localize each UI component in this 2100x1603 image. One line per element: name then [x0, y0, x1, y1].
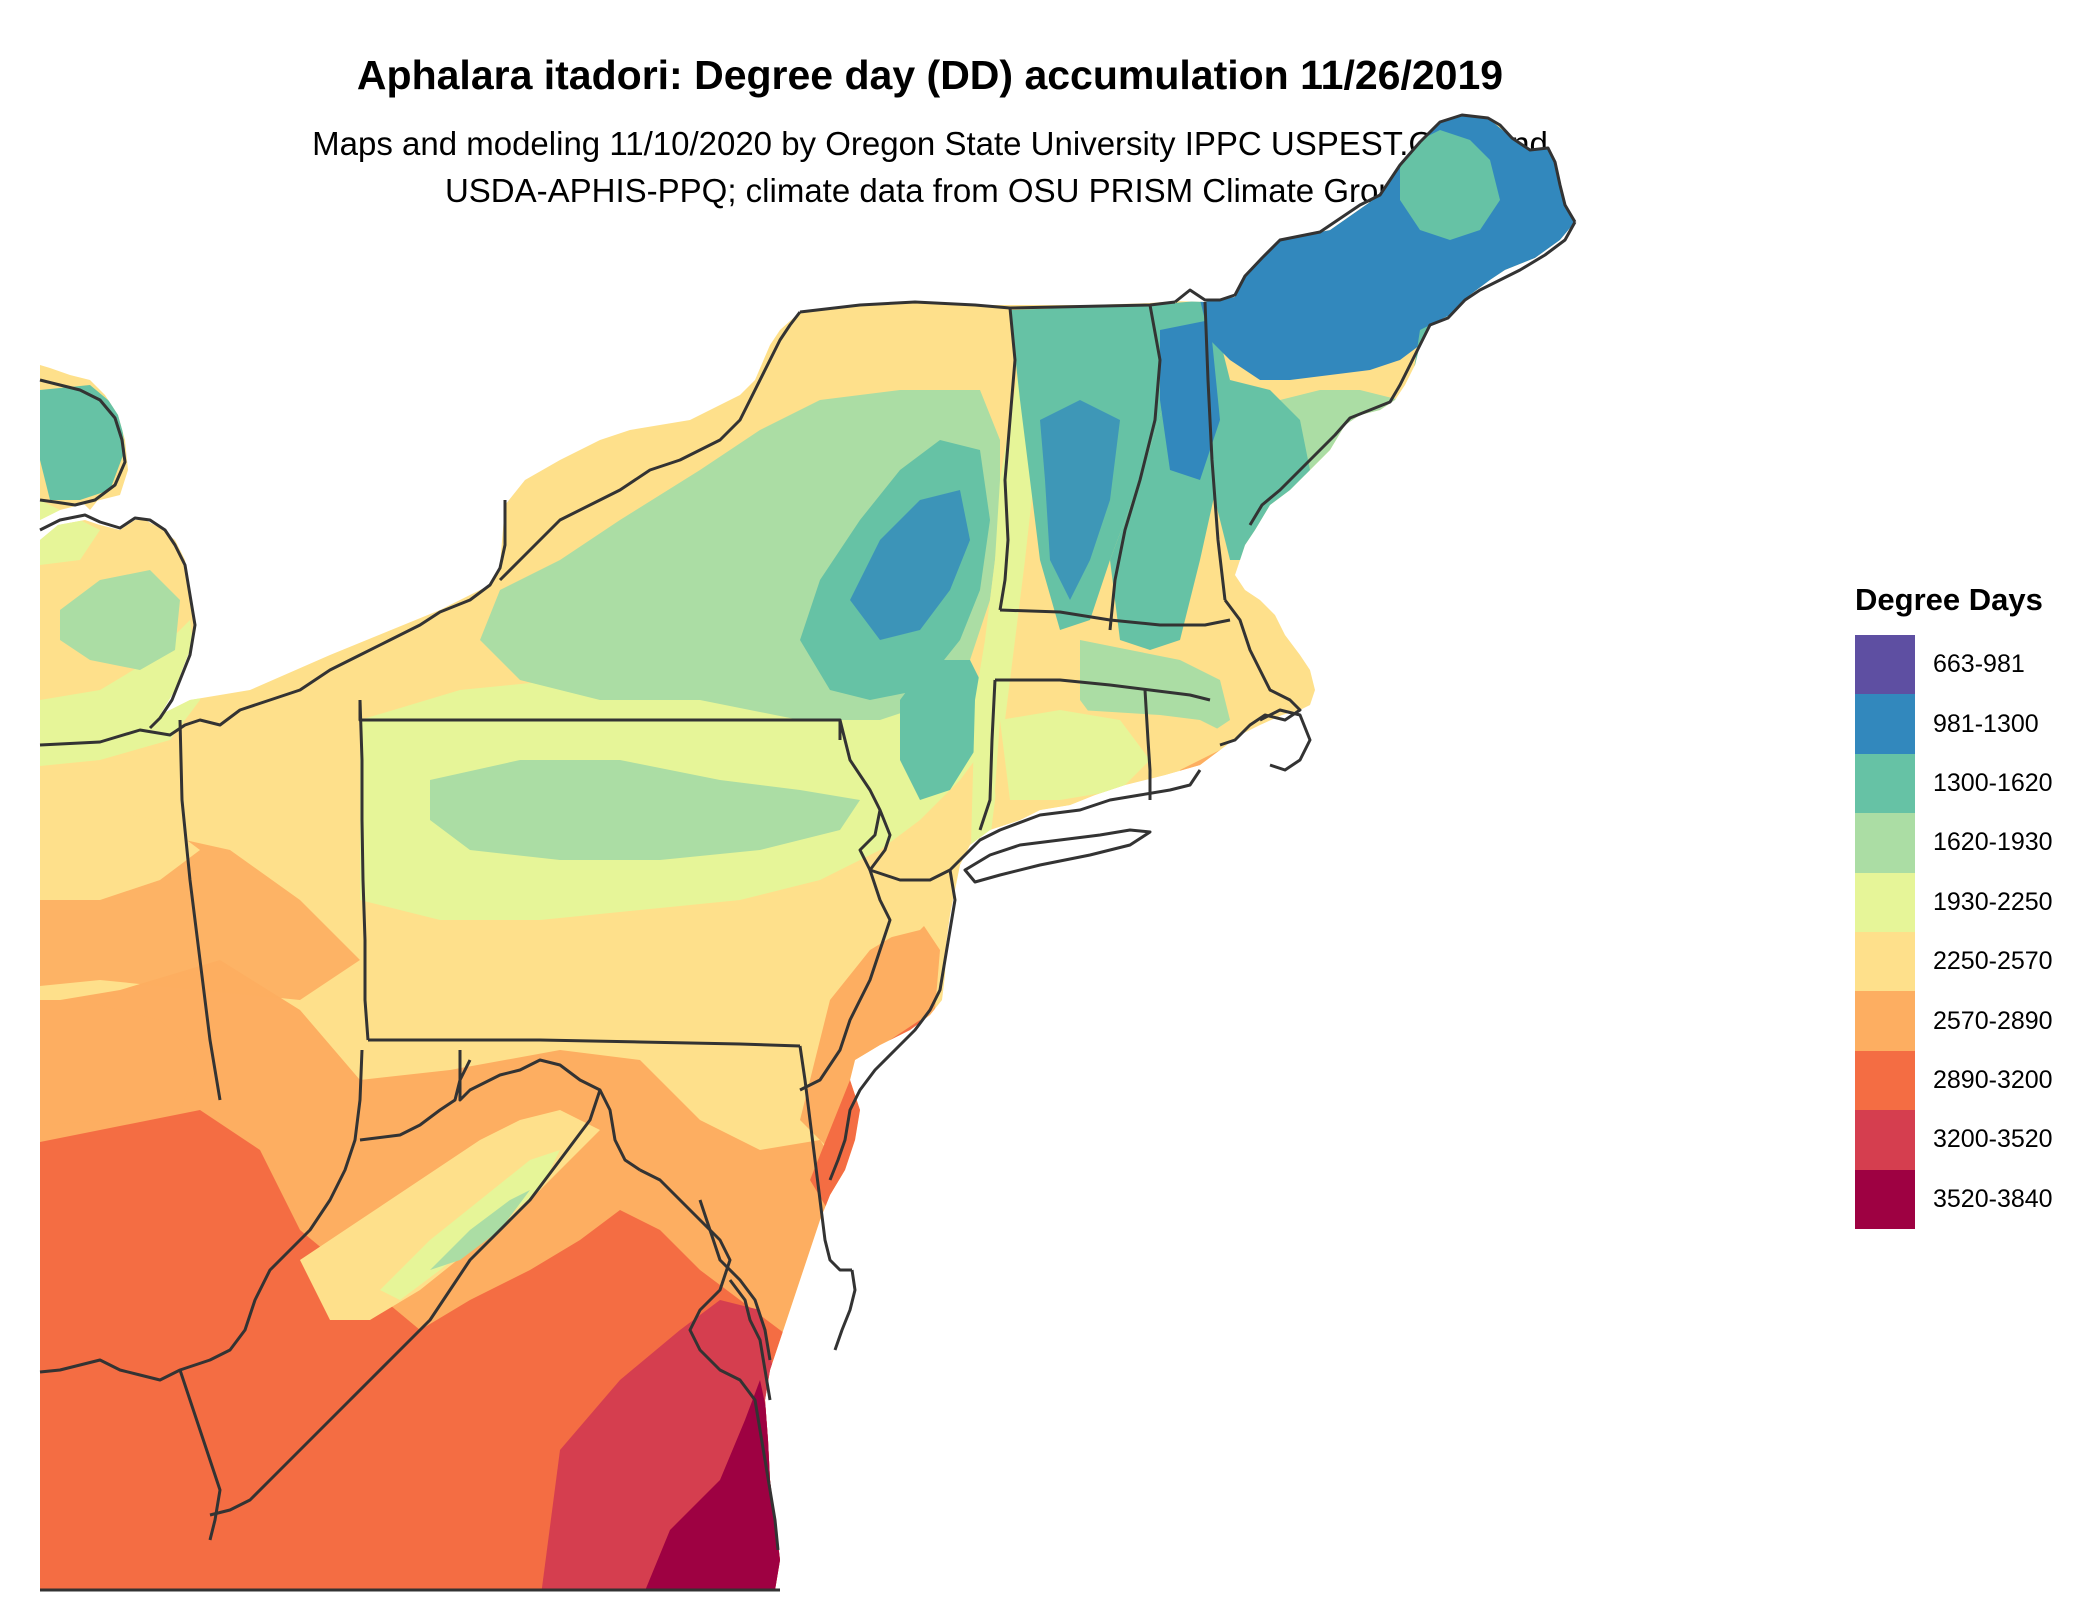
legend-label: 2570-2890: [1933, 1006, 2053, 1035]
legend-swatch: [1855, 931, 1915, 992]
legend-swatch: [1855, 694, 1915, 754]
legend-item: 3520-3840: [1855, 1169, 2095, 1229]
subtitle-line-1: Maps and modeling 11/10/2020 by Oregon S…: [312, 125, 1548, 162]
map-subtitle: Maps and modeling 11/10/2020 by Oregon S…: [0, 120, 1860, 214]
legend: Degree Days 663-981 981-1300 1300-1620 1620…: [1855, 582, 2095, 1229]
legend-swatch: [1855, 991, 1915, 1051]
legend-swatch: [1855, 1050, 1915, 1111]
legend-swatch: [1855, 1169, 1915, 1229]
degree-day-map: [39, 113, 1577, 1592]
legend-item: 981-1300: [1855, 694, 2095, 754]
subtitle-line-2: USDA-APHIS-PPQ; climate data from OSU PR…: [444, 172, 1416, 209]
upper-peninsula-fragment: [40, 418, 100, 470]
legend-item: 2570-2890: [1855, 991, 2095, 1051]
legend-label: 3520-3840: [1933, 1184, 2053, 1213]
degree-day-raster: [40, 115, 1575, 1590]
legend-label: 981-1300: [1933, 709, 2039, 738]
map-title: Aphalara itadori: Degree day (DD) accumu…: [356, 52, 1504, 98]
legend-item: 663-981: [1855, 635, 2095, 695]
legend-label: 1930-2250: [1933, 887, 2053, 916]
legend-title: Degree Days: [1855, 582, 2043, 617]
legend-swatch: [1855, 753, 1915, 814]
legend-label: 2890-3200: [1933, 1065, 2053, 1094]
legend-label: 1300-1620: [1933, 768, 2053, 797]
legend-label: 2250-2570: [1933, 947, 2053, 976]
legend-item: 1300-1620: [1855, 753, 2095, 814]
legend-label: 3200-3520: [1933, 1125, 2053, 1154]
legend-item: 1620-1930: [1855, 813, 2095, 873]
legend-swatch: [1855, 1110, 1915, 1170]
legend-swatch: [1855, 813, 1915, 873]
legend-item: 3200-3520: [1855, 1110, 2095, 1170]
legend-label: 1620-1930: [1933, 828, 2053, 857]
legend-swatch: [1855, 635, 1915, 695]
legend-items: 663-981 981-1300 1300-1620 1620-1930 1930-22…: [1855, 635, 2095, 1229]
legend-item: 1930-2250: [1855, 872, 2095, 932]
legend-swatch: [1855, 872, 1915, 932]
legend-item: 2250-2570: [1855, 931, 2095, 992]
legend-label: 663-981: [1933, 650, 2025, 679]
legend-item: 2890-3200: [1855, 1050, 2095, 1111]
state-boundaries: [39, 113, 1577, 1592]
